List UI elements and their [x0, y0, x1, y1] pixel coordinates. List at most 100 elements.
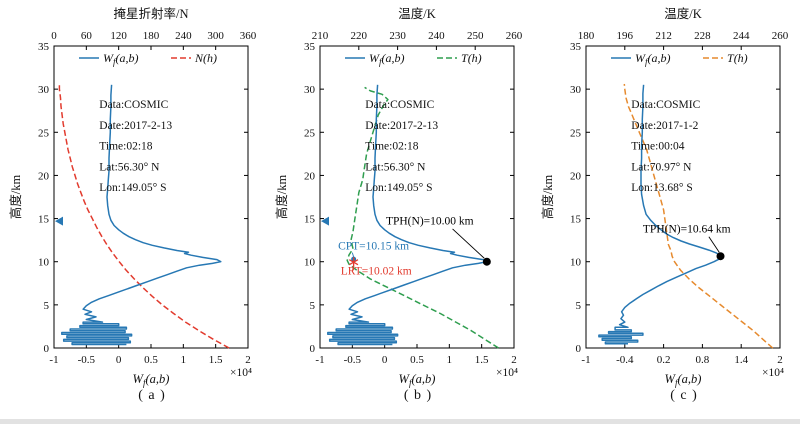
y-tick-label: 35 [38, 41, 50, 53]
y-tick-label: 15 [304, 214, 316, 226]
info-line: Lon:13.68° S [631, 182, 692, 194]
x-axis-title: Wf(a,b) [665, 372, 702, 388]
x-tick-label: 1.5 [209, 354, 223, 366]
top-tick-label: 240 [428, 30, 445, 42]
y-tick-label: 30 [570, 84, 582, 96]
temperature-line [346, 86, 499, 349]
x-tick-label: 2 [511, 354, 517, 366]
y-axis-title: 高度/km [540, 175, 555, 220]
x-tick-label: 0 [382, 354, 388, 366]
y-tick-label: 0 [576, 343, 582, 355]
temperature-line [623, 83, 774, 349]
y-tick-label: 0 [44, 343, 50, 355]
top-tick-label: 240 [175, 30, 192, 42]
top-tick-label: 220 [351, 30, 368, 42]
panel-b: 温度/K 210 220 230 240 250 260 -1 -0.5 0 0.5 1 1.5 2 0 5 1… [274, 4, 526, 404]
top-tick-label: 180 [578, 30, 595, 42]
panel-a-caption: ( a ) [138, 388, 166, 403]
y-tick-label: 10 [304, 257, 316, 269]
x-axis-multiplier: ×10⁴ [230, 367, 252, 379]
annotation-leader [708, 236, 720, 253]
info-line: Data:COSMIC [631, 99, 700, 111]
tropopause-dot [482, 257, 491, 266]
x-axis-title: Wf(a,b) [399, 372, 436, 388]
info-line: Lon:149.05° S [365, 182, 432, 194]
y-axis-title: 高度/km [274, 175, 289, 220]
panel-b-caption: ( b ) [403, 388, 433, 403]
axis-arrow-marker [55, 216, 63, 226]
top-tick-label: 230 [389, 30, 406, 42]
top-tick-label: 360 [240, 30, 257, 42]
top-tick-label: 180 [143, 30, 160, 42]
top-tick-label: 250 [467, 30, 484, 42]
info-line: Date:2017-2-13 [365, 120, 438, 132]
x-tick-label: 0.8 [696, 354, 710, 366]
wavelet-line [598, 84, 722, 345]
info-line: Time:00:04 [631, 141, 685, 153]
annotation-leader [351, 252, 355, 258]
x-tick-label: 1 [447, 354, 453, 366]
top-tick-label: 120 [110, 30, 127, 42]
x-tick-label: 0.5 [410, 354, 424, 366]
lrt-star [348, 259, 359, 266]
legend-label: Wf(a,b) [369, 51, 405, 67]
x-tick-label: 0.5 [144, 354, 158, 366]
chart-a-svg: 掩星折射率/N0 60 120 180 240 300 360-1 -0.5 0 0.5 1 1.5 2… [8, 6, 257, 388]
annotation-text: TPH(N)=10.00 km [386, 216, 474, 228]
top-axis-title: 掩星折射率/N [113, 6, 188, 21]
top-tick-label: 244 [733, 30, 750, 42]
top-axis-title: 温度/K [398, 6, 436, 21]
top-tick-label: 0 [51, 30, 57, 42]
y-tick-label: 30 [304, 84, 316, 96]
top-tick-label: 210 [312, 30, 329, 42]
info-line: Date:2017-2-13 [99, 120, 172, 132]
panel-c-caption: ( c ) [670, 388, 698, 403]
x-tick-label: -1 [581, 354, 590, 366]
figure-page: 掩星折射率/N 0 60 120 180 240 300 360 -1 -0.5 0 0.5 1 1.5 2… [0, 4, 800, 424]
panel-a: 掩星折射率/N 0 60 120 180 240 300 360 -1 -0.5 0 0.5 1 1.5 2… [8, 4, 260, 404]
annotation-text: TPH(N)=10.64 km [643, 223, 731, 235]
top-tick-label: 300 [207, 30, 224, 42]
top-tick-label: 260 [772, 30, 789, 42]
annotation-text: LRT=10.02 km [341, 266, 412, 278]
top-tick-label: 60 [81, 30, 93, 42]
y-tick-label: 20 [570, 170, 582, 182]
wavelet-line [61, 84, 222, 346]
info-line: Data:COSMIC [99, 99, 168, 111]
x-tick-label: 1 [181, 354, 187, 366]
info-line: Time:02:18 [99, 141, 153, 153]
x-tick-label: 1.5 [475, 354, 489, 366]
x-axis-multiplier: ×10⁴ [496, 367, 518, 379]
y-tick-label: 25 [304, 127, 316, 139]
y-tick-label: 10 [38, 257, 50, 269]
info-line: Data:COSMIC [365, 99, 434, 111]
panels-row: 掩星折射率/N 0 60 120 180 240 300 360 -1 -0.5 0 0.5 1 1.5 2… [8, 4, 789, 404]
x-tick-label: 2 [245, 354, 251, 366]
legend-label: Wf(a,b) [103, 51, 139, 67]
x-tick-label: 0 [116, 354, 122, 366]
tropopause-dot [716, 252, 725, 261]
x-tick-label: -1 [315, 354, 324, 366]
y-tick-label: 20 [304, 170, 316, 182]
y-tick-label: 25 [38, 127, 50, 139]
x-tick-label: 2 [777, 354, 783, 366]
info-line: Date:2017-1-2 [631, 120, 698, 132]
plot-frame [585, 45, 781, 349]
wavelet-line [327, 84, 488, 346]
x-axis-title: Wf(a,b) [133, 372, 170, 388]
legend-label: N(h) [194, 51, 217, 65]
info-line: Time:02:18 [365, 141, 419, 153]
axis-arrow-marker [321, 216, 329, 226]
top-axis-title: 温度/K [664, 6, 702, 21]
x-tick-label: 1.4 [734, 354, 748, 366]
y-tick-label: 5 [44, 300, 50, 312]
x-tick-label: -1 [49, 354, 58, 366]
y-tick-label: 5 [310, 300, 316, 312]
y-tick-label: 15 [38, 214, 50, 226]
y-tick-label: 15 [570, 214, 582, 226]
info-line: Lon:149.05° S [99, 182, 166, 194]
y-tick-label: 30 [38, 84, 50, 96]
y-tick-label: 25 [570, 127, 582, 139]
